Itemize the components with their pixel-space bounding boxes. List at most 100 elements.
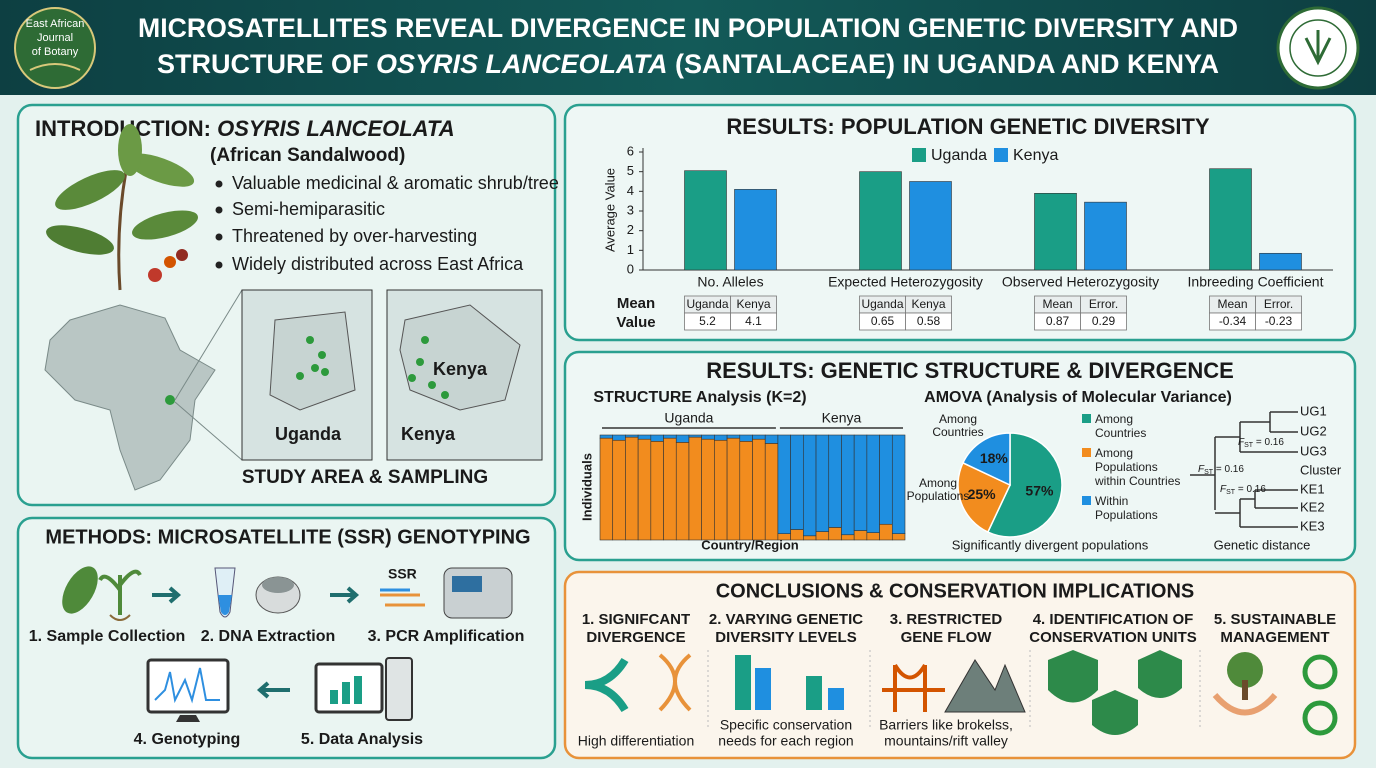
ancestry-segment bbox=[612, 434, 626, 441]
pie-slice bbox=[986, 432, 1063, 538]
mean-table: Uganda Kenya 0.65 0.58 bbox=[859, 295, 952, 331]
plant-illustration bbox=[46, 124, 198, 291]
common-name: (African Sandalwood) bbox=[210, 145, 405, 166]
journal-logo-text: Journal bbox=[37, 32, 73, 44]
legend-swatch bbox=[912, 148, 926, 162]
legend-swatch bbox=[994, 148, 1008, 162]
title-part: STRUCTURE OF bbox=[157, 49, 376, 79]
conclusion-caption: High differentiation bbox=[578, 733, 694, 749]
legend-label: Among Populations within Countries bbox=[1095, 446, 1181, 488]
leaf-label: UG1 bbox=[1300, 403, 1327, 418]
study-area-caption: STUDY AREA & SAMPLING bbox=[242, 467, 488, 488]
table-row-label: Mean bbox=[617, 295, 655, 312]
legend-label: Uganda bbox=[931, 147, 987, 164]
logo-branch bbox=[29, 63, 81, 71]
table-value: 5.2 bbox=[699, 314, 716, 328]
ancestry-segment bbox=[739, 434, 753, 442]
ancestry-segment bbox=[841, 534, 855, 541]
leaf-label: KE2 bbox=[1300, 499, 1325, 514]
results-diversity-heading: RESULTS: POPULATION GENETIC DIVERSITY bbox=[726, 114, 1210, 139]
ancestry-segment bbox=[726, 434, 741, 439]
ancestry-segment bbox=[688, 436, 702, 541]
table-row-label: Value bbox=[616, 314, 655, 331]
table-value: 4.1 bbox=[745, 314, 762, 328]
table-value: 0.87 bbox=[1046, 314, 1070, 328]
leaf-label: KE3 bbox=[1300, 518, 1325, 533]
amova-caption: Significantly divergent populations bbox=[952, 537, 1149, 552]
y-tick-label: 5 bbox=[627, 163, 634, 178]
fst-label: FST = 0.16 bbox=[1238, 437, 1284, 450]
bullets: Valuable medicinal & aromatic shrub/tree… bbox=[215, 173, 559, 274]
table-header: Error. bbox=[1264, 297, 1293, 311]
leaf-label: UG2 bbox=[1300, 423, 1327, 438]
ancestry-segment bbox=[866, 532, 880, 541]
y-tick-label: 3 bbox=[627, 202, 634, 217]
ancestry-segment bbox=[663, 434, 677, 439]
method-step: 1. Sample Collection bbox=[29, 628, 185, 645]
ancestry-segment bbox=[764, 443, 779, 541]
uganda-sites bbox=[296, 336, 329, 380]
map-label: Uganda bbox=[275, 424, 342, 444]
table-cell bbox=[1080, 312, 1127, 331]
y-tick-label: 1 bbox=[627, 242, 634, 257]
ancestry-segment bbox=[790, 529, 804, 541]
ancestry-segment bbox=[675, 442, 690, 541]
method-step: 2. DNA Extraction bbox=[201, 628, 336, 645]
legend-item: Among Countries bbox=[1082, 412, 1182, 440]
x-tick-label: No. Alleles bbox=[697, 274, 763, 290]
uganda-map bbox=[269, 311, 356, 411]
legend: Among Countries Among Populations within … bbox=[1082, 412, 1182, 522]
bullet: Threatened by over-harvesting bbox=[232, 226, 477, 246]
bullet: Valuable medicinal & aromatic shrub/tree bbox=[232, 173, 559, 193]
bullet-dot bbox=[215, 261, 223, 269]
journal-logo-text: of Botany bbox=[32, 46, 79, 58]
y-tick-label: 0 bbox=[627, 261, 634, 276]
ancestry-segment bbox=[866, 434, 880, 533]
title-line: MICROSATELLITES REVEAL DIVERGENCE IN POP… bbox=[138, 13, 1238, 43]
ancestry-segment bbox=[726, 437, 741, 541]
ancestry-segment bbox=[688, 434, 702, 438]
legend-swatch bbox=[1082, 496, 1091, 505]
legend-item: Within Populations bbox=[1082, 494, 1182, 522]
kenya-sites bbox=[408, 336, 449, 399]
ancestry-segment bbox=[841, 434, 855, 536]
africa-map bbox=[44, 304, 216, 491]
institution-logo-mark bbox=[1304, 30, 1332, 66]
conclusion-title: 2. VARYING GENETIC bbox=[709, 611, 863, 628]
y-tick-label: 6 bbox=[627, 143, 634, 158]
legend-swatch bbox=[1082, 414, 1091, 423]
table-header: Mean bbox=[1217, 297, 1247, 311]
method-step: 5. Data Analysis bbox=[301, 731, 423, 748]
conclusions-heading: CONCLUSIONS & CONSERVATION IMPLICATIONS bbox=[716, 580, 1195, 602]
ancestry-segment bbox=[853, 530, 868, 541]
pie-side-label: Among Countries bbox=[932, 412, 983, 439]
bullet-dot bbox=[215, 206, 223, 214]
table-value: 0.65 bbox=[871, 314, 895, 328]
pie-side-label-line: Populations bbox=[907, 489, 970, 503]
results-structure-heading: RESULTS: GENETIC STRUCTURE & DIVERGENCE bbox=[706, 358, 1234, 383]
fst-subscript: ST bbox=[1204, 469, 1214, 476]
ancestry-segment bbox=[879, 434, 893, 525]
bar bbox=[859, 171, 902, 271]
table-header: Error. bbox=[1089, 297, 1118, 311]
table-value: -0.23 bbox=[1265, 314, 1293, 328]
map-label: Kenya bbox=[433, 359, 488, 379]
dendrogram-caption: Genetic distance bbox=[1214, 537, 1311, 552]
results-diversity-panel bbox=[563, 103, 1357, 342]
y-tick-label: 2 bbox=[627, 222, 634, 237]
method-icons bbox=[62, 566, 513, 722]
pie-label: 18% bbox=[980, 450, 1009, 466]
map-label: Kenya bbox=[401, 424, 456, 444]
ancestry-segment bbox=[879, 523, 893, 541]
pie-slice bbox=[957, 461, 1011, 534]
ancestry-segment bbox=[625, 436, 639, 541]
ancestry-segment bbox=[803, 434, 817, 537]
conclusion-title: CONSERVATION UNITS bbox=[1029, 629, 1197, 646]
journal-logo-text: East African bbox=[26, 18, 85, 30]
y-axis-label: Individuals bbox=[579, 453, 594, 521]
ancestry-segment bbox=[663, 437, 677, 541]
bar bbox=[1084, 201, 1127, 271]
ancestry-segment bbox=[650, 434, 664, 442]
ancestry-segment bbox=[739, 440, 753, 541]
bar bbox=[1034, 193, 1077, 271]
